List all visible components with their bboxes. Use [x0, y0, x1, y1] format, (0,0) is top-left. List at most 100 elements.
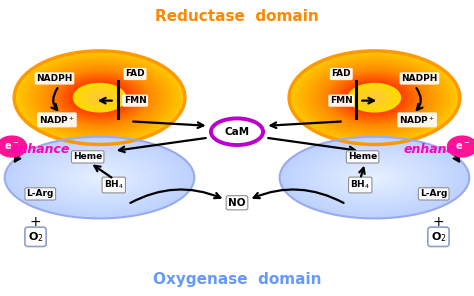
Ellipse shape: [80, 87, 119, 108]
Ellipse shape: [53, 72, 146, 123]
Ellipse shape: [22, 55, 177, 141]
Ellipse shape: [92, 174, 107, 181]
Ellipse shape: [86, 90, 113, 105]
Ellipse shape: [84, 89, 115, 106]
Ellipse shape: [371, 96, 378, 99]
Ellipse shape: [78, 86, 121, 110]
Ellipse shape: [326, 71, 423, 125]
Ellipse shape: [309, 149, 440, 206]
Text: Heme: Heme: [73, 152, 102, 161]
Ellipse shape: [26, 57, 173, 138]
Ellipse shape: [355, 169, 394, 186]
Ellipse shape: [88, 91, 111, 104]
Ellipse shape: [352, 168, 397, 187]
Ellipse shape: [59, 75, 140, 120]
Ellipse shape: [313, 64, 436, 131]
Ellipse shape: [365, 93, 384, 103]
Ellipse shape: [312, 150, 437, 205]
Ellipse shape: [46, 155, 153, 201]
Ellipse shape: [301, 57, 448, 138]
Ellipse shape: [296, 144, 453, 211]
Ellipse shape: [315, 65, 434, 130]
Ellipse shape: [330, 158, 419, 197]
Text: NADP$^+$: NADP$^+$: [399, 114, 435, 126]
Ellipse shape: [363, 91, 386, 104]
Ellipse shape: [46, 69, 153, 127]
Ellipse shape: [346, 165, 403, 190]
Ellipse shape: [369, 95, 380, 100]
Ellipse shape: [95, 176, 104, 179]
Ellipse shape: [92, 94, 107, 102]
Ellipse shape: [30, 59, 169, 136]
Ellipse shape: [36, 150, 162, 205]
Text: BH$_4$: BH$_4$: [104, 179, 124, 191]
Ellipse shape: [24, 56, 175, 139]
Text: NADP$^+$: NADP$^+$: [39, 114, 75, 126]
Ellipse shape: [65, 79, 134, 116]
Ellipse shape: [346, 82, 402, 113]
Ellipse shape: [51, 71, 148, 125]
Ellipse shape: [293, 142, 456, 213]
Ellipse shape: [367, 174, 382, 181]
Ellipse shape: [58, 160, 141, 195]
Ellipse shape: [61, 77, 138, 119]
Text: +: +: [433, 215, 444, 229]
Text: NO: NO: [228, 198, 246, 208]
Ellipse shape: [63, 78, 136, 118]
Ellipse shape: [364, 173, 385, 182]
Ellipse shape: [447, 136, 474, 157]
Ellipse shape: [342, 164, 407, 191]
Ellipse shape: [309, 62, 440, 134]
Ellipse shape: [6, 137, 193, 218]
Ellipse shape: [370, 176, 379, 179]
Ellipse shape: [303, 58, 446, 137]
Ellipse shape: [42, 66, 157, 129]
Ellipse shape: [75, 85, 124, 111]
Ellipse shape: [21, 144, 178, 211]
Text: L-Arg: L-Arg: [420, 189, 447, 198]
Ellipse shape: [67, 80, 132, 115]
Ellipse shape: [350, 85, 399, 111]
Ellipse shape: [307, 60, 442, 135]
Ellipse shape: [89, 173, 110, 182]
Ellipse shape: [306, 148, 444, 207]
Ellipse shape: [73, 83, 126, 112]
Ellipse shape: [9, 139, 190, 217]
Ellipse shape: [15, 141, 184, 214]
Text: Reductase  domain: Reductase domain: [155, 9, 319, 24]
Ellipse shape: [24, 145, 174, 210]
Text: Heme: Heme: [348, 152, 377, 161]
Ellipse shape: [305, 59, 444, 136]
Ellipse shape: [317, 66, 432, 129]
Ellipse shape: [361, 90, 388, 105]
Ellipse shape: [361, 172, 388, 183]
Ellipse shape: [55, 158, 144, 197]
Ellipse shape: [348, 166, 400, 189]
Ellipse shape: [339, 163, 410, 193]
Ellipse shape: [290, 52, 459, 144]
Text: BH$_4$: BH$_4$: [350, 179, 370, 191]
Ellipse shape: [0, 136, 27, 157]
Ellipse shape: [287, 140, 462, 215]
Ellipse shape: [32, 60, 167, 135]
Text: L-Arg: L-Arg: [27, 189, 54, 198]
Ellipse shape: [324, 70, 426, 126]
Ellipse shape: [334, 75, 415, 120]
Ellipse shape: [297, 55, 452, 141]
Ellipse shape: [330, 73, 419, 122]
Ellipse shape: [342, 80, 407, 115]
Ellipse shape: [57, 74, 142, 121]
Ellipse shape: [19, 54, 180, 142]
Ellipse shape: [359, 89, 390, 106]
Ellipse shape: [94, 95, 105, 100]
Ellipse shape: [302, 147, 447, 209]
Text: O$_2$: O$_2$: [27, 230, 44, 244]
Ellipse shape: [34, 62, 165, 134]
Ellipse shape: [358, 170, 391, 185]
Ellipse shape: [319, 67, 429, 128]
Ellipse shape: [284, 139, 465, 217]
Ellipse shape: [18, 52, 182, 143]
Ellipse shape: [327, 157, 422, 198]
Ellipse shape: [27, 147, 172, 209]
Ellipse shape: [321, 155, 428, 201]
